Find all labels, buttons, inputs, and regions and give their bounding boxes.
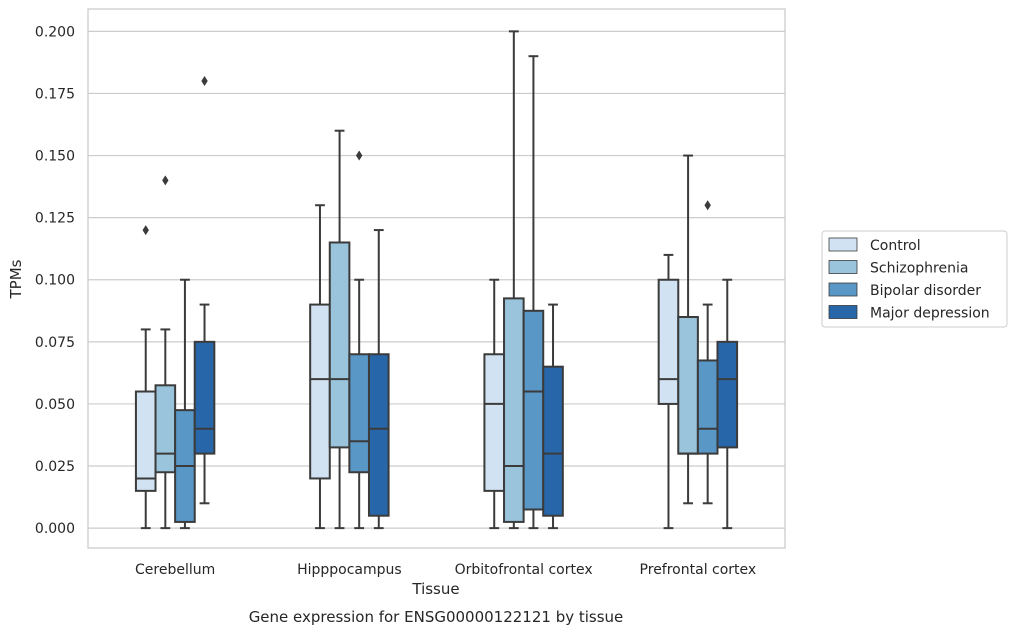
legend-label: Major depression — [870, 306, 990, 322]
y-axis-title: TPMs — [7, 259, 25, 299]
legend: Control Schizophrenia Bipolar disorder Majo… — [821, 230, 1008, 328]
box-iqr — [134, 390, 157, 492]
legend-swatch — [828, 282, 858, 297]
legend-swatch — [828, 305, 858, 319]
y-tick-label: 0.150 — [35, 149, 75, 165]
y-tick-label: 0.075 — [35, 335, 75, 351]
y-tick-labels: 0.000 0.025 0.050 0.075 0.100 0.125 0.150 0.175… — [35, 24, 75, 537]
box-1-0 — [309, 204, 331, 530]
outlier-point — [162, 175, 169, 186]
x-tick-label: Cerebellum — [135, 562, 215, 578]
y-tick-label: 0.050 — [35, 397, 75, 413]
box-iqr — [677, 316, 699, 455]
box-iqr — [154, 384, 177, 474]
legend-label: Schizophrenia — [870, 261, 968, 277]
y-tick-label: 0.200 — [35, 24, 75, 40]
box-iqr — [522, 309, 545, 511]
y-tick-label: 0.000 — [35, 521, 75, 537]
box-3-3 — [716, 278, 739, 530]
outlier-point — [142, 225, 149, 236]
box-iqr — [657, 278, 680, 405]
y-tick-label: 0.175 — [35, 86, 75, 102]
legend-frame — [821, 230, 1008, 328]
box-0-2 — [174, 278, 196, 530]
chart-caption: Gene expression for ENSG00000122121 by t… — [249, 608, 624, 626]
box-iqr — [542, 365, 564, 517]
box-1-3 — [367, 229, 390, 530]
box-3-1 — [677, 154, 699, 505]
x-tick-label: Orbitofrontal cortex — [455, 562, 593, 578]
y-tick-label: 0.125 — [35, 211, 75, 227]
box-2-1 — [503, 30, 525, 530]
box-iqr — [716, 340, 739, 449]
box-0-0 — [134, 225, 157, 530]
legend-swatch — [828, 237, 858, 252]
y-tick-label: 0.025 — [35, 459, 75, 475]
box-iqr — [193, 340, 216, 455]
box-iqr — [483, 353, 506, 492]
outlier-point — [355, 150, 363, 161]
x-axis-title: Tissue — [411, 580, 459, 598]
legend-label: Bipolar disorder — [870, 283, 981, 299]
box-iqr — [696, 359, 719, 455]
box-1-1 — [328, 129, 351, 530]
box-0-3 — [193, 76, 216, 505]
box-0-1 — [154, 175, 177, 530]
legend-label: Control — [870, 238, 921, 254]
boxes — [134, 30, 739, 530]
box-iqr — [328, 241, 351, 449]
box-iqr — [309, 303, 331, 480]
box-2-3 — [542, 303, 564, 530]
x-tick-labels: Cerebellum Hipppocampus Orbitofrontal cort… — [135, 562, 756, 578]
x-tick-label: Hipppocampus — [297, 562, 402, 578]
box-iqr — [348, 353, 370, 474]
box-iqr — [367, 353, 390, 517]
legend-swatch — [828, 260, 858, 274]
x-tick-label: Prefrontal cortex — [640, 562, 757, 578]
box-iqr — [503, 297, 525, 523]
y-tick-label: 0.100 — [35, 273, 75, 289]
outlier-point — [704, 200, 711, 211]
outlier-point — [201, 76, 208, 87]
